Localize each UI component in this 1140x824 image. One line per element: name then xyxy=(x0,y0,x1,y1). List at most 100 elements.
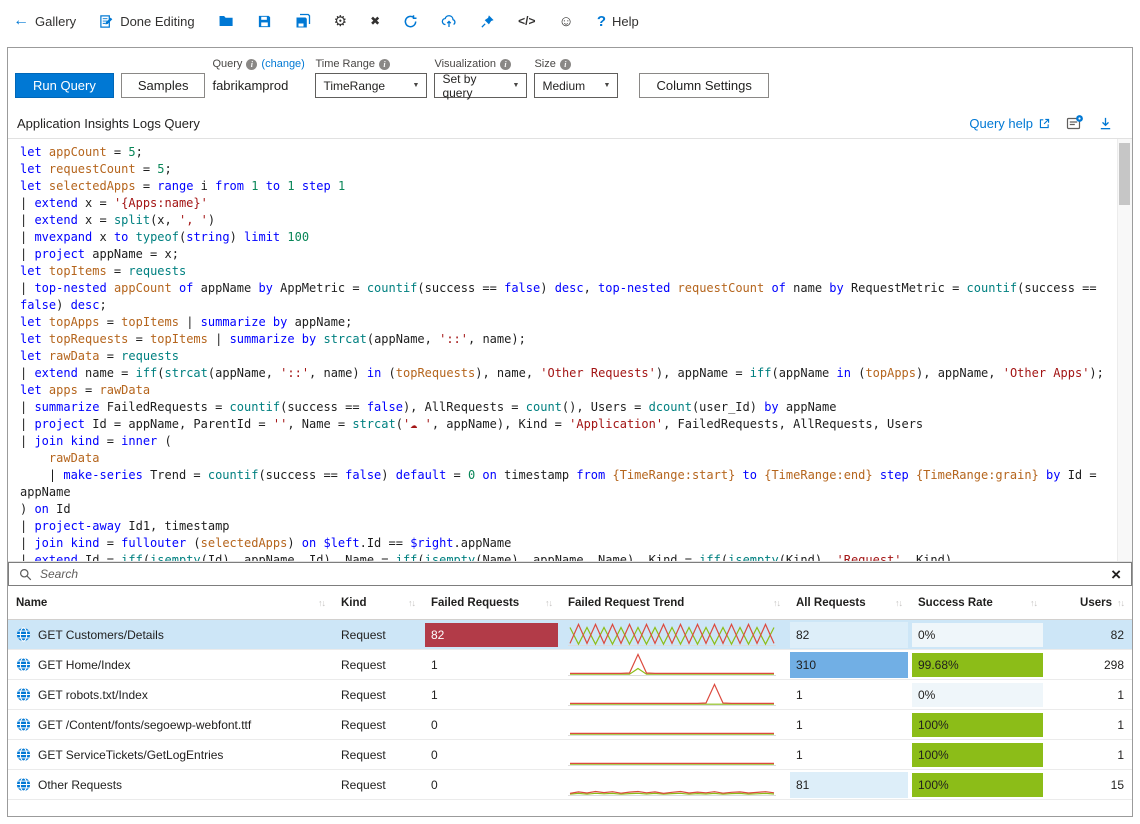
code-line: let topItems = requests xyxy=(20,264,187,278)
time-range-dropdown[interactable]: TimeRange ▼ xyxy=(315,73,428,98)
table-row[interactable]: Other Requests Request 0 81 100% 15 xyxy=(8,770,1132,800)
all-requests-value: 81 xyxy=(790,771,908,798)
sort-icon: ↑↓ xyxy=(318,597,326,608)
table-row[interactable]: GET robots.txt/Index Request 1 1 0% 1 xyxy=(8,680,1132,710)
row-name: GET Home/Index xyxy=(38,657,131,672)
cell-failed-request-trend xyxy=(560,650,788,679)
cell-name: GET ServiceTickets/GetLogEntries xyxy=(8,740,333,769)
globe-icon xyxy=(16,627,31,642)
cloud-upload-icon xyxy=(441,15,456,27)
code-line: | summarize FailedRequests = countif(suc… xyxy=(20,400,837,414)
cell-users: 82 xyxy=(1110,627,1124,642)
gallery-label: Gallery xyxy=(35,13,77,29)
cell-failed-request-trend xyxy=(560,740,788,769)
code-line: let appCount = 5; xyxy=(20,145,143,159)
code-line: let topApps = topItems | summarize by ap… xyxy=(20,315,353,329)
code-view-button[interactable]: </> xyxy=(518,14,536,28)
feedback-smiley-button[interactable]: ☺ xyxy=(558,12,574,30)
query-help-link[interactable]: Query help xyxy=(969,116,1051,131)
page-title: Application Insights Logs Query xyxy=(17,115,200,131)
query-code-editor[interactable]: let appCount = 5; let requestCount = 5; le… xyxy=(8,138,1132,562)
sort-icon: ↑↓ xyxy=(408,597,416,608)
table-row[interactable]: GET Home/Index Request 1 310 99.68% 298 xyxy=(8,650,1132,680)
done-editing-button[interactable]: Done Editing xyxy=(99,14,195,29)
globe-icon xyxy=(16,657,31,672)
visualization-group: Visualization i Set by query ▼ xyxy=(434,58,528,100)
all-requests-value: 1 xyxy=(796,747,803,762)
table-row[interactable]: GET Customers/Details Request 82 82 0% 82 xyxy=(8,620,1132,650)
cell-kind: Request xyxy=(341,657,386,672)
cell-failed-request-trend xyxy=(560,710,788,739)
help-question-icon: ? xyxy=(596,12,607,30)
run-query-button[interactable]: Run Query xyxy=(15,73,114,98)
stats-badge-button[interactable] xyxy=(1066,114,1083,132)
samples-button[interactable]: Samples xyxy=(120,73,206,98)
stats-badge-icon xyxy=(1066,114,1083,129)
column-header-failed-requests[interactable]: Failed Requests ↑↓ xyxy=(423,586,560,619)
cell-failed-request-trend xyxy=(560,680,788,709)
gallery-back-button[interactable]: ← Gallery xyxy=(13,13,76,29)
column-header-name[interactable]: Name ↑↓ xyxy=(8,586,333,619)
change-query-link[interactable]: (change) xyxy=(261,58,305,70)
download-button[interactable] xyxy=(1098,116,1113,131)
all-requests-value: 82 xyxy=(790,621,908,648)
trend-sparkline xyxy=(568,652,776,676)
refresh-button[interactable] xyxy=(403,14,418,29)
code-line: let rawData = requests xyxy=(20,349,179,363)
help-label: Help xyxy=(612,13,639,29)
cloud-upload-button[interactable] xyxy=(441,13,457,29)
sort-icon: ↑↓ xyxy=(1117,597,1125,608)
cell-name: GET Home/Index xyxy=(8,650,333,679)
save-all-button[interactable] xyxy=(295,13,311,29)
open-folder-button[interactable] xyxy=(218,13,234,29)
column-header-success-rate[interactable]: Success Rate ↑↓ xyxy=(910,586,1045,619)
column-header-users[interactable]: Users ↑↓ xyxy=(1045,586,1132,619)
column-header-all-requests[interactable]: All Requests ↑↓ xyxy=(788,586,910,619)
code-line: | mvexpand x to typeof(string) limit 100 xyxy=(20,230,310,244)
save-all-icon xyxy=(296,13,310,28)
success-rate-bar: 99.68% xyxy=(912,652,1043,677)
chevron-down-icon: ▼ xyxy=(512,82,520,89)
code-line: | project Id = appName, ParentId = '', N… xyxy=(20,417,924,431)
table-row[interactable]: GET /Content/fonts/segoewp-webfont.ttf Re… xyxy=(8,710,1132,740)
info-icon: i xyxy=(559,58,571,70)
editor-scrollbar[interactable] xyxy=(1117,139,1132,561)
code-line: ) on Id xyxy=(20,502,71,516)
query-controls: Run Query Samples Query i (change) fabri… xyxy=(8,48,1132,108)
query-label: Query xyxy=(212,58,243,70)
success-rate-bar: 100% xyxy=(912,712,1043,737)
code-line: | extend name = iff(strcat(appName, '::'… xyxy=(20,366,1104,380)
trend-sparkline xyxy=(568,622,776,646)
table-search-bar[interactable]: Search × xyxy=(8,562,1132,586)
scrollbar-thumb[interactable] xyxy=(1119,143,1130,205)
search-close-icon[interactable]: × xyxy=(1111,564,1121,584)
size-dropdown[interactable]: Medium ▼ xyxy=(534,73,619,98)
close-button[interactable]: ✖ xyxy=(370,14,381,28)
visualization-label: Visualization xyxy=(434,58,497,70)
settings-gear-button[interactable]: ⚙ xyxy=(333,12,348,30)
column-settings-button[interactable]: Column Settings xyxy=(639,73,769,98)
cell-users: 298 xyxy=(1103,657,1124,672)
code-line: | extend x = '{Apps:name}' xyxy=(20,196,208,210)
cell-failed-requests: 1 xyxy=(431,657,438,672)
cell-failed-request-trend xyxy=(560,620,788,649)
column-header-kind[interactable]: Kind ↑↓ xyxy=(333,586,423,619)
visualization-dropdown[interactable]: Set by query ▼ xyxy=(434,71,528,100)
row-name: GET robots.txt/Index xyxy=(38,687,148,702)
column-header-failed-request-trend[interactable]: Failed Request Trend ↑↓ xyxy=(560,586,788,619)
save-button[interactable] xyxy=(257,14,272,29)
table-row[interactable]: GET ServiceTickets/GetLogEntries Request 0… xyxy=(8,740,1132,770)
visualization-value: Set by query xyxy=(442,71,477,100)
code-line: rawData xyxy=(48,451,100,465)
code-line: | extend x = split(x, ', ') xyxy=(20,213,216,227)
code-line: let requestCount = 5; xyxy=(20,162,172,176)
code-line: | project appName = x; xyxy=(20,247,179,261)
time-range-value: TimeRange xyxy=(323,78,386,93)
pin-button[interactable] xyxy=(480,14,495,29)
cell-failed-requests: 0 xyxy=(431,717,438,732)
help-button[interactable]: ? Help xyxy=(597,14,639,29)
chevron-down-icon: ▼ xyxy=(412,82,420,89)
cell-all-requests: 1 xyxy=(788,710,910,739)
sort-icon: ↑↓ xyxy=(1030,597,1038,608)
trend-sparkline xyxy=(568,682,776,706)
